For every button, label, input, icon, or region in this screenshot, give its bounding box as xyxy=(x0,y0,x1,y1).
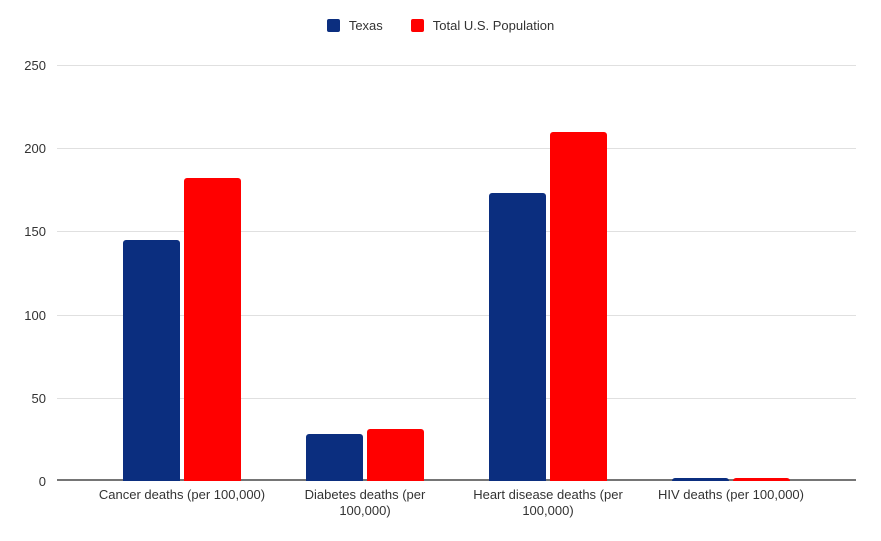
bar-group-0 xyxy=(91,65,274,481)
bar-series-area xyxy=(91,65,823,481)
y-tick-label: 150 xyxy=(24,224,46,240)
y-tick-label: 0 xyxy=(38,474,46,489)
x-tick-label: Diabetes deaths (per 100,000) xyxy=(304,487,426,518)
bar-total-u-s-population-3 xyxy=(733,478,790,481)
bar-total-u-s-population-0 xyxy=(184,178,241,481)
legend-label: Total U.S. Population xyxy=(432,18,555,33)
legend-swatch-icon xyxy=(326,19,340,32)
y-tick-label: 200 xyxy=(24,141,46,157)
gridline xyxy=(57,148,856,150)
x-tick-label: Cancer deaths (per 100,000) xyxy=(98,487,266,502)
gridline xyxy=(57,397,856,399)
x-tick-label: HIV deaths (per 100,000) xyxy=(658,487,804,502)
x-axis-baseline xyxy=(57,479,856,481)
bar-texas-2 xyxy=(489,193,546,481)
bar-total-u-s-population-2 xyxy=(550,132,607,481)
y-tick-label: 100 xyxy=(24,307,46,323)
bar-texas-0 xyxy=(123,240,180,481)
bar-group-3 xyxy=(640,65,823,481)
bar-texas-1 xyxy=(306,434,363,481)
bar-group-2 xyxy=(457,65,640,481)
y-tick-label: 250 xyxy=(24,58,46,73)
chart-legend: Texas Total U.S. Population xyxy=(0,18,881,33)
gridline xyxy=(57,231,856,233)
legend-item-0[interactable]: Texas xyxy=(326,18,383,33)
legend-item-1[interactable]: Total U.S. Population xyxy=(410,18,555,33)
legend-label: Texas xyxy=(348,18,383,33)
bar-texas-3 xyxy=(672,478,729,481)
legend-swatch-icon xyxy=(410,19,424,32)
bar-group-1 xyxy=(274,65,457,481)
bar-total-u-s-population-1 xyxy=(367,429,424,481)
gridline xyxy=(57,314,856,316)
y-tick-label: 50 xyxy=(31,390,46,406)
x-tick-label: Heart disease deaths (per 100,000) xyxy=(473,487,623,518)
gridline xyxy=(57,65,856,66)
